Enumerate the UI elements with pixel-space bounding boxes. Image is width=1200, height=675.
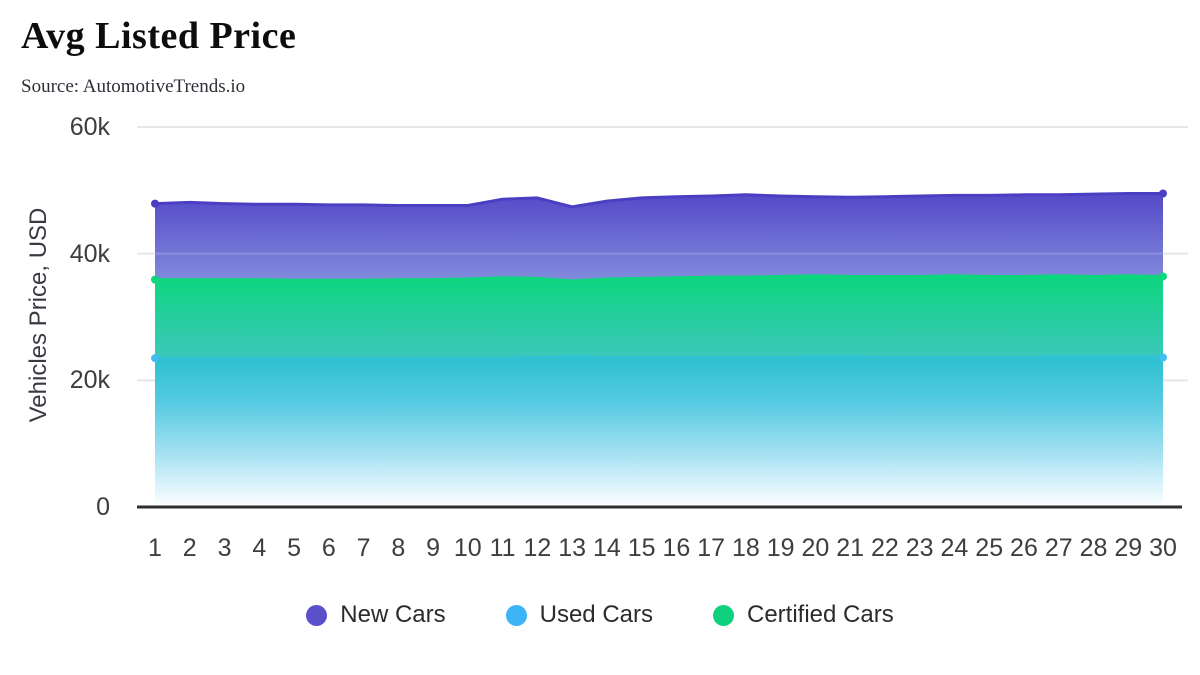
x-tick-label: 18 xyxy=(731,534,760,562)
legend-item-used-cars[interactable]: Used Cars xyxy=(505,601,653,629)
legend-label: Certified Cars xyxy=(747,601,894,628)
legend-item-new-cars[interactable]: New Cars xyxy=(306,601,446,629)
legend: New Cars Used Cars Certified Cars xyxy=(0,601,1200,629)
chart-title: Avg Listed Price xyxy=(21,15,297,57)
x-tick-label: 17 xyxy=(697,534,726,562)
x-tick-label: 23 xyxy=(905,534,934,562)
legend-dot-icon xyxy=(713,604,734,626)
x-tick-label: 15 xyxy=(627,534,656,562)
endpoint-marker xyxy=(151,275,159,284)
legend-dot-icon xyxy=(505,604,527,626)
x-tick-label: 10 xyxy=(453,534,482,562)
x-tick-label: 21 xyxy=(836,534,865,562)
x-tick-label: 25 xyxy=(975,534,1004,562)
legend-item-certified-cars[interactable]: Certified Cars xyxy=(713,601,894,629)
x-tick-label: 3 xyxy=(217,534,232,562)
area-used-cars xyxy=(155,356,1163,507)
x-tick-label: 28 xyxy=(1079,534,1108,562)
x-tick-label: 19 xyxy=(766,534,795,562)
x-tick-label: 8 xyxy=(391,534,406,562)
x-tick-label: 9 xyxy=(426,534,441,562)
legend-dot-icon xyxy=(306,604,328,626)
x-tick-label: 12 xyxy=(523,534,552,562)
area-chart xyxy=(137,126,1188,509)
chart-source: Source: AutomotiveTrends.io xyxy=(21,76,246,97)
line-new-cars xyxy=(153,192,1165,209)
x-tick-label: 20 xyxy=(801,534,830,562)
x-tick-label: 6 xyxy=(321,534,336,562)
x-tick-label: 2 xyxy=(182,534,197,562)
y-tick-label: 60k xyxy=(69,113,110,141)
y-tick-label: 40k xyxy=(69,239,110,268)
endpoint-marker xyxy=(1159,353,1167,362)
line-used-cars xyxy=(153,355,1165,361)
x-tick-label: 30 xyxy=(1149,534,1177,562)
x-tick-label: 24 xyxy=(940,534,969,562)
x-tick-label: 27 xyxy=(1044,534,1073,562)
y-tick-label: 20k xyxy=(69,366,110,395)
legend-label: New Cars xyxy=(340,601,446,628)
x-tick-label: 29 xyxy=(1114,534,1143,562)
endpoint-marker xyxy=(151,354,159,363)
endpoint-marker xyxy=(1159,189,1167,198)
x-tick-label: 4 xyxy=(252,534,267,562)
x-tick-label: 26 xyxy=(1010,534,1038,562)
x-tick-label: 22 xyxy=(871,534,899,562)
legend-label: Used Cars xyxy=(539,601,653,628)
x-tick-label: 13 xyxy=(558,534,586,562)
endpoint-marker xyxy=(1159,272,1167,281)
x-tick-label: 1 xyxy=(148,534,162,562)
x-tick-label: 16 xyxy=(662,534,691,562)
y-tick-label: 0 xyxy=(96,493,110,521)
endpoint-marker xyxy=(151,199,159,208)
x-tick-label: 14 xyxy=(592,534,621,562)
x-tick-label: 5 xyxy=(287,534,301,562)
x-tick-label: 11 xyxy=(489,534,516,562)
line-certified-cars xyxy=(153,274,1165,283)
x-tick-label: 7 xyxy=(356,534,371,562)
